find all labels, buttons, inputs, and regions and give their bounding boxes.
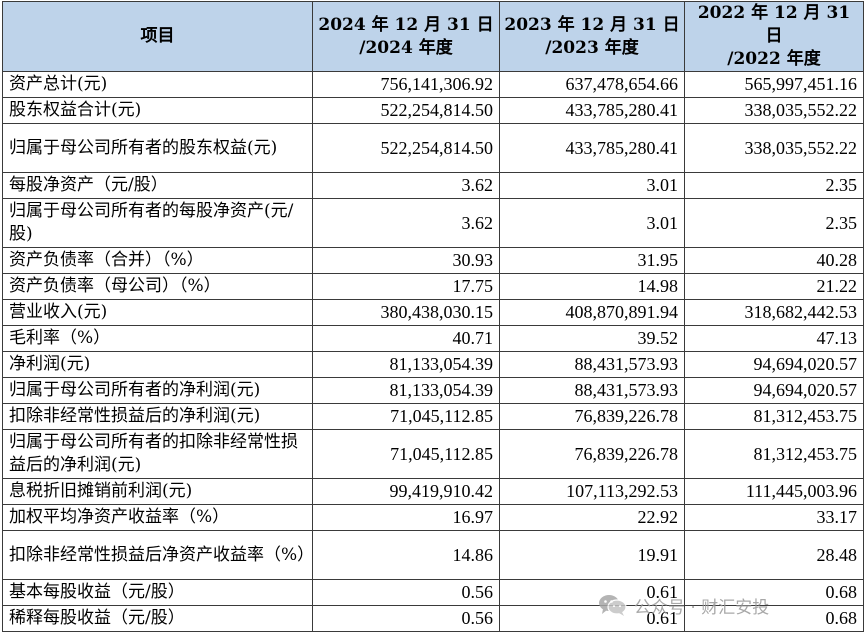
cell-2023: 637,478,654.66: [499, 71, 685, 98]
row-label: 归属于母公司所有者的扣除非经常性损益后的净利润(元): [2, 429, 313, 479]
cell-2023: 88,431,573.93: [499, 377, 685, 404]
column-header-2023: 2023 年 12 月 31 日 /2023 年度: [499, 1, 685, 72]
cell-2024: 380,438,030.15: [312, 299, 500, 326]
table-header-row: 项目 2024 年 12 月 31 日 /2024 年度 2023 年 12 月…: [2, 1, 864, 72]
cell-2022: 0.68: [684, 579, 864, 606]
cell-2024: 40.71: [312, 325, 500, 352]
cell-2022: 33.17: [684, 504, 864, 531]
cell-2024: 14.86: [312, 530, 500, 580]
row-label: 毛利率（%）: [2, 325, 313, 352]
cell-2024: 81,133,054.39: [312, 351, 500, 378]
column-header-2022: 2022 年 12 月 31 日 /2022 年度: [684, 1, 864, 72]
table-row: 资产负债率（合并）（%） 30.93 31.95 40.28: [2, 247, 864, 274]
cell-2022: 81,312,453.75: [684, 429, 864, 479]
cell-2024: 0.56: [312, 579, 500, 606]
table-row: 稀释每股收益（元/股） 0.56 0.61 0.68: [2, 605, 864, 632]
cell-2022: 338,035,552.22: [684, 123, 864, 173]
cell-2022: 0.68: [684, 605, 864, 632]
cell-2023: 14.98: [499, 273, 685, 300]
cell-2024: 0.56: [312, 605, 500, 632]
cell-2024: 3.62: [312, 172, 500, 199]
cell-2023: 408,870,891.94: [499, 299, 685, 326]
row-label: 资产负债率（母公司）（%）: [2, 273, 313, 300]
cell-2023: 31.95: [499, 247, 685, 274]
cell-2023: 433,785,280.41: [499, 123, 685, 173]
cell-2022: 2.35: [684, 172, 864, 199]
row-label: 净利润(元): [2, 351, 313, 378]
cell-2024: 3.62: [312, 198, 500, 248]
cell-2023: 107,113,292.53: [499, 478, 685, 505]
table-row: 归属于母公司所有者的股东权益(元) 522,254,814.50 433,785…: [2, 123, 864, 173]
row-label: 扣除非经常性损益后净资产收益率（%）: [2, 530, 314, 580]
cell-2022: 81,312,453.75: [684, 403, 864, 430]
cell-2022: 318,682,442.53: [684, 299, 864, 326]
table-row: 基本每股收益（元/股） 0.56 0.61 0.68: [2, 579, 864, 606]
watermark-text: 公众号 · 财汇安投: [634, 597, 770, 618]
cell-2022: 47.13: [684, 325, 864, 352]
table-row: 息税折旧摊销前利润(元) 99,419,910.42 107,113,292.5…: [2, 478, 864, 505]
row-label: 资产总计(元): [2, 71, 313, 98]
table-row: 归属于母公司所有者的每股净资产(元/股) 3.62 3.01 2.35: [2, 198, 864, 248]
table-row: 资产总计(元) 756,141,306.92 637,478,654.66 56…: [2, 71, 864, 98]
cell-2022: 338,035,552.22: [684, 97, 864, 124]
cell-2023: 433,785,280.41: [499, 97, 685, 124]
cell-2023: 3.01: [499, 198, 685, 248]
cell-2023: 0.61: [499, 605, 685, 632]
cell-2022: 94,694,020.57: [684, 351, 864, 378]
cell-2022: 94,694,020.57: [684, 377, 864, 404]
cell-2023: 88,431,573.93: [499, 351, 685, 378]
row-label: 归属于母公司所有者的每股净资产(元/股): [2, 198, 313, 248]
table-row: 资产负债率（母公司）（%） 17.75 14.98 21.22: [2, 273, 864, 300]
cell-2024: 17.75: [312, 273, 500, 300]
row-label: 营业收入(元): [2, 299, 313, 326]
row-label: 资产负债率（合并）（%）: [2, 247, 313, 274]
cell-2024: 71,045,112.85: [312, 403, 500, 430]
table-row: 归属于母公司所有者的扣除非经常性损益后的净利润(元) 71,045,112.85…: [2, 429, 864, 479]
wechat-icon: [599, 595, 627, 616]
row-label: 每股净资产（元/股）: [2, 172, 313, 199]
cell-2023: 19.91: [499, 530, 685, 580]
row-label: 基本每股收益（元/股）: [2, 579, 313, 606]
table-row: 扣除非经常性损益后净资产收益率（%） 14.86 19.91 28.48: [2, 530, 864, 580]
row-label: 归属于母公司所有者的股东权益(元): [2, 123, 313, 173]
table-row: 扣除非经常性损益后的净利润(元) 71,045,112.85 76,839,22…: [2, 403, 864, 430]
cell-2023: 39.52: [499, 325, 685, 352]
table-row: 毛利率（%） 40.71 39.52 47.13: [2, 325, 864, 352]
cell-2024: 71,045,112.85: [312, 429, 500, 479]
table-row: 加权平均净资产收益率（%） 16.97 22.92 33.17: [2, 504, 864, 531]
cell-2024: 30.93: [312, 247, 500, 274]
cell-2022: 565,997,451.16: [684, 71, 864, 98]
cell-2022: 21.22: [684, 273, 864, 300]
cell-2024: 756,141,306.92: [312, 71, 500, 98]
cell-2024: 16.97: [312, 504, 500, 531]
table-row: 净利润(元) 81,133,054.39 88,431,573.93 94,69…: [2, 351, 864, 378]
cell-2023: 22.92: [499, 504, 685, 531]
column-header-2024: 2024 年 12 月 31 日 /2024 年度: [312, 1, 500, 72]
cell-2024: 522,254,814.50: [312, 123, 500, 173]
cell-2023: 3.01: [499, 172, 685, 199]
cell-2022: 40.28: [684, 247, 864, 274]
row-label: 加权平均净资产收益率（%）: [2, 504, 313, 531]
watermark: 公众号 · 财汇安投: [598, 590, 769, 620]
cell-2022: 28.48: [684, 530, 864, 580]
cell-2024: 99,419,910.42: [312, 478, 500, 505]
cell-2022: 2.35: [684, 198, 864, 248]
cell-2024: 81,133,054.39: [312, 377, 500, 404]
row-label: 股东权益合计(元): [2, 97, 313, 124]
row-label: 归属于母公司所有者的净利润(元): [2, 377, 313, 404]
table-row: 每股净资产（元/股） 3.62 3.01 2.35: [2, 172, 864, 199]
table-row: 股东权益合计(元) 522,254,814.50 433,785,280.41 …: [2, 97, 864, 124]
table-row: 营业收入(元) 380,438,030.15 408,870,891.94 31…: [2, 299, 864, 326]
row-label: 稀释每股收益（元/股）: [2, 605, 313, 632]
cell-2023: 76,839,226.78: [499, 429, 685, 479]
cell-2023: 76,839,226.78: [499, 403, 685, 430]
cell-2024: 522,254,814.50: [312, 97, 500, 124]
table-row: 归属于母公司所有者的净利润(元) 81,133,054.39 88,431,57…: [2, 377, 864, 404]
row-label: 息税折旧摊销前利润(元): [2, 478, 313, 505]
column-header-item: 项目: [2, 1, 313, 72]
cell-2022: 111,445,003.96: [684, 478, 864, 505]
row-label: 扣除非经常性损益后的净利润(元): [2, 403, 313, 430]
